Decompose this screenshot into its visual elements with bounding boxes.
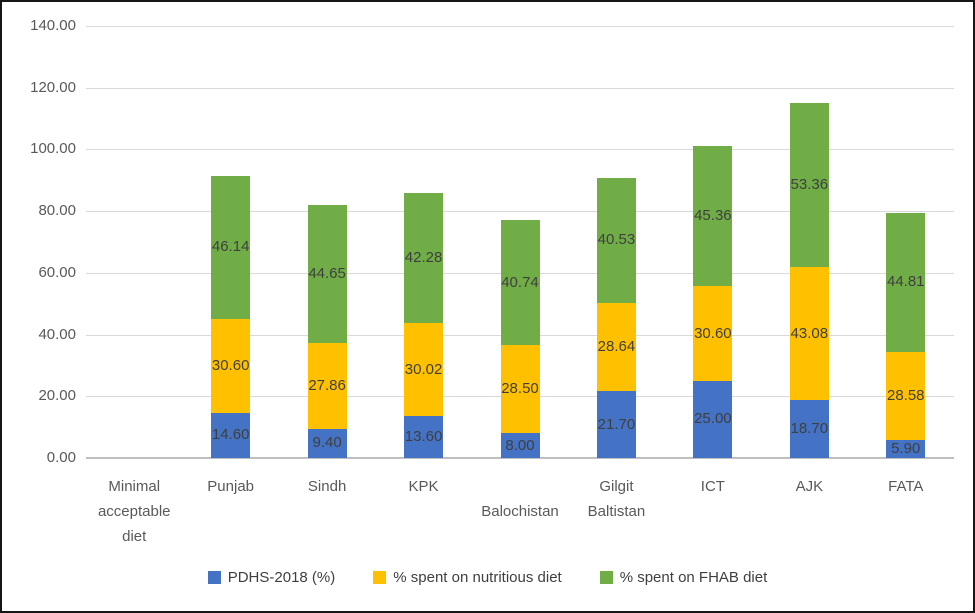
bar-segment-pdhs (886, 439, 926, 458)
bar-segment-fhab (596, 177, 636, 303)
data-label: 45.36 (694, 207, 732, 225)
y-tick-label: 140.00 (30, 17, 76, 34)
bar-segment-nutritious (307, 343, 347, 429)
data-label: 21.70 (597, 415, 636, 433)
data-label: 14.60 (211, 426, 250, 444)
bar-segment-pdhs (211, 412, 251, 458)
x-category-label: FATA (888, 478, 924, 495)
plot-area: 14.60 30.60 46.14 9.40 27.86 44.65 13.60 30.02 4… (86, 26, 954, 459)
bar-segment-pdhs (693, 380, 733, 458)
data-label: 8.00 (505, 436, 535, 454)
data-label: 40.74 (501, 273, 539, 291)
y-tick-label: 0.00 (46, 449, 76, 466)
legend-swatch-nutritious (373, 571, 387, 584)
data-label: 43.08 (790, 324, 829, 342)
legend-item: % spent on nutritious diet (373, 569, 562, 586)
x-category-label: KPK (408, 478, 439, 495)
bar-segment-fhab (693, 146, 733, 287)
legend-label: PDHS-2018 (%) (227, 569, 336, 586)
legend-label: % spent on nutritious diet (393, 569, 562, 586)
bar-segment-pdhs (307, 429, 347, 458)
gridline (86, 26, 954, 27)
data-label: 30.02 (404, 360, 443, 378)
bar-segment-nutritious (886, 351, 926, 440)
legend: PDHS-2018 (%) % spent on nutritious diet%… (2, 569, 973, 586)
bar-segment-fhab (211, 176, 251, 319)
bar-segment-fhab (886, 213, 926, 352)
gridline (86, 87, 954, 89)
gridline (86, 149, 954, 151)
data-label: 5.90 (891, 439, 921, 457)
bar-segment-fhab (307, 205, 347, 344)
data-label: 28.50 (501, 380, 539, 398)
x-category-label: acceptable (97, 503, 171, 520)
bar-segment-nutritious (500, 345, 540, 434)
data-label: 9.40 (312, 434, 342, 452)
x-category-label: Punjab (207, 478, 255, 495)
legend-swatch-fhab (599, 571, 613, 584)
y-tick-label: 80.00 (38, 202, 76, 220)
data-label: 28.58 (886, 386, 925, 404)
y-tick-label: 100.00 (30, 140, 76, 158)
y-tick-label: 20.00 (38, 387, 76, 405)
bar-segment-nutritious (789, 267, 829, 401)
bar-segment-nutritious (596, 302, 636, 392)
x-category-label: Gilgit (599, 478, 634, 495)
data-label: 40.53 (597, 231, 636, 249)
data-label: 53.36 (790, 176, 829, 194)
bar-segment-nutritious (404, 323, 444, 417)
legend-item: PDHS-2018 (%) (207, 569, 336, 586)
data-label: 44.81 (886, 273, 925, 291)
legend-swatch-pdhs (207, 571, 221, 584)
gridline (86, 211, 954, 213)
data-label: 30.60 (211, 356, 250, 374)
x-category-label: ICT (700, 478, 725, 495)
x-axis-line (86, 457, 954, 459)
x-category-label: diet (122, 528, 147, 545)
y-tick-label: 120.00 (30, 78, 76, 96)
data-label: 42.28 (404, 249, 443, 267)
data-label: 28.64 (597, 337, 636, 355)
x-category-label: AJK (795, 478, 824, 495)
bar-segment-nutritious (693, 286, 733, 381)
x-category-label: Sindh (307, 478, 347, 495)
legend-item: % spent on FHAB diet (599, 569, 768, 586)
data-label: 30.60 (694, 324, 732, 342)
x-category-label: Baltistan (587, 503, 646, 520)
x-category-label: Minimal (108, 478, 161, 495)
bar-segment-pdhs (596, 391, 636, 458)
x-category-label: Balochistan (481, 503, 559, 520)
y-tick-label: 40.00 (38, 325, 76, 343)
legend-label: % spent on FHAB diet (619, 569, 768, 586)
bar-segment-pdhs (404, 416, 444, 458)
data-label: 13.60 (404, 428, 443, 446)
data-label: 18.70 (790, 420, 829, 438)
data-label: 25.00 (694, 410, 732, 428)
bar-segment-fhab (500, 219, 540, 346)
bar-segment-fhab (789, 102, 829, 268)
bar-segment-pdhs (789, 400, 829, 458)
data-label: 46.14 (211, 238, 250, 256)
bar-segment-fhab (404, 192, 444, 324)
data-label: 27.86 (308, 377, 346, 394)
bar-segment-pdhs (500, 433, 540, 458)
data-label: 44.65 (308, 265, 346, 283)
bar-segment-nutritious (211, 318, 251, 413)
y-tick-label: 60.00 (38, 263, 76, 281)
